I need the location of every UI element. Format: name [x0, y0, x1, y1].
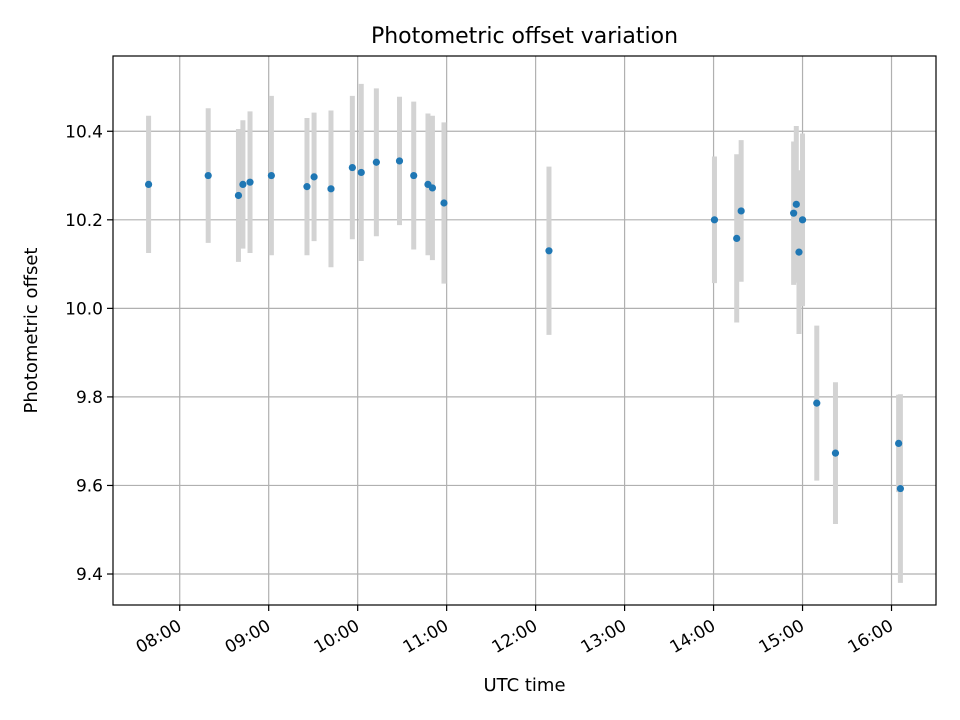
data-point	[792, 200, 800, 208]
chart-title: Photometric offset variation	[371, 24, 678, 49]
data-point	[440, 199, 448, 207]
data-point	[327, 185, 335, 193]
data-point	[239, 180, 247, 188]
data-point	[267, 171, 275, 180]
data-point	[895, 439, 903, 447]
data-point	[733, 234, 741, 243]
y-tick-label: 9.8	[76, 388, 103, 408]
y-tick-label: 10.0	[65, 299, 103, 319]
data-point	[144, 180, 153, 188]
data-point	[831, 449, 840, 457]
data-point	[357, 168, 365, 177]
data-point	[710, 216, 719, 224]
data-point	[737, 207, 745, 215]
data-point	[410, 171, 418, 180]
data-point	[234, 191, 243, 200]
data-point	[428, 184, 437, 192]
y-axis-ticks: 9.4 9.6 9.8 10.0 10.2 10.4	[65, 122, 113, 585]
data-point	[790, 209, 798, 217]
data-point	[545, 247, 553, 255]
data-point	[246, 178, 254, 186]
data-point	[372, 158, 380, 166]
data-point	[303, 183, 311, 191]
data-point	[896, 484, 905, 493]
data-point	[348, 163, 356, 172]
y-tick-label: 9.6	[76, 476, 103, 496]
data-point	[204, 171, 212, 180]
y-axis-label: Photometric offset	[21, 248, 42, 414]
plot-frame	[112, 55, 937, 606]
y-tick-label: 10.4	[65, 122, 103, 142]
x-axis-label: UTC time	[483, 675, 565, 696]
y-tick-label: 10.2	[65, 211, 103, 231]
data-point	[395, 157, 404, 165]
y-tick-label: 9.4	[76, 565, 103, 585]
data-point	[813, 399, 821, 407]
data-point	[310, 173, 318, 181]
data-point	[798, 216, 807, 224]
data-point	[795, 248, 803, 256]
data-points	[144, 157, 905, 493]
